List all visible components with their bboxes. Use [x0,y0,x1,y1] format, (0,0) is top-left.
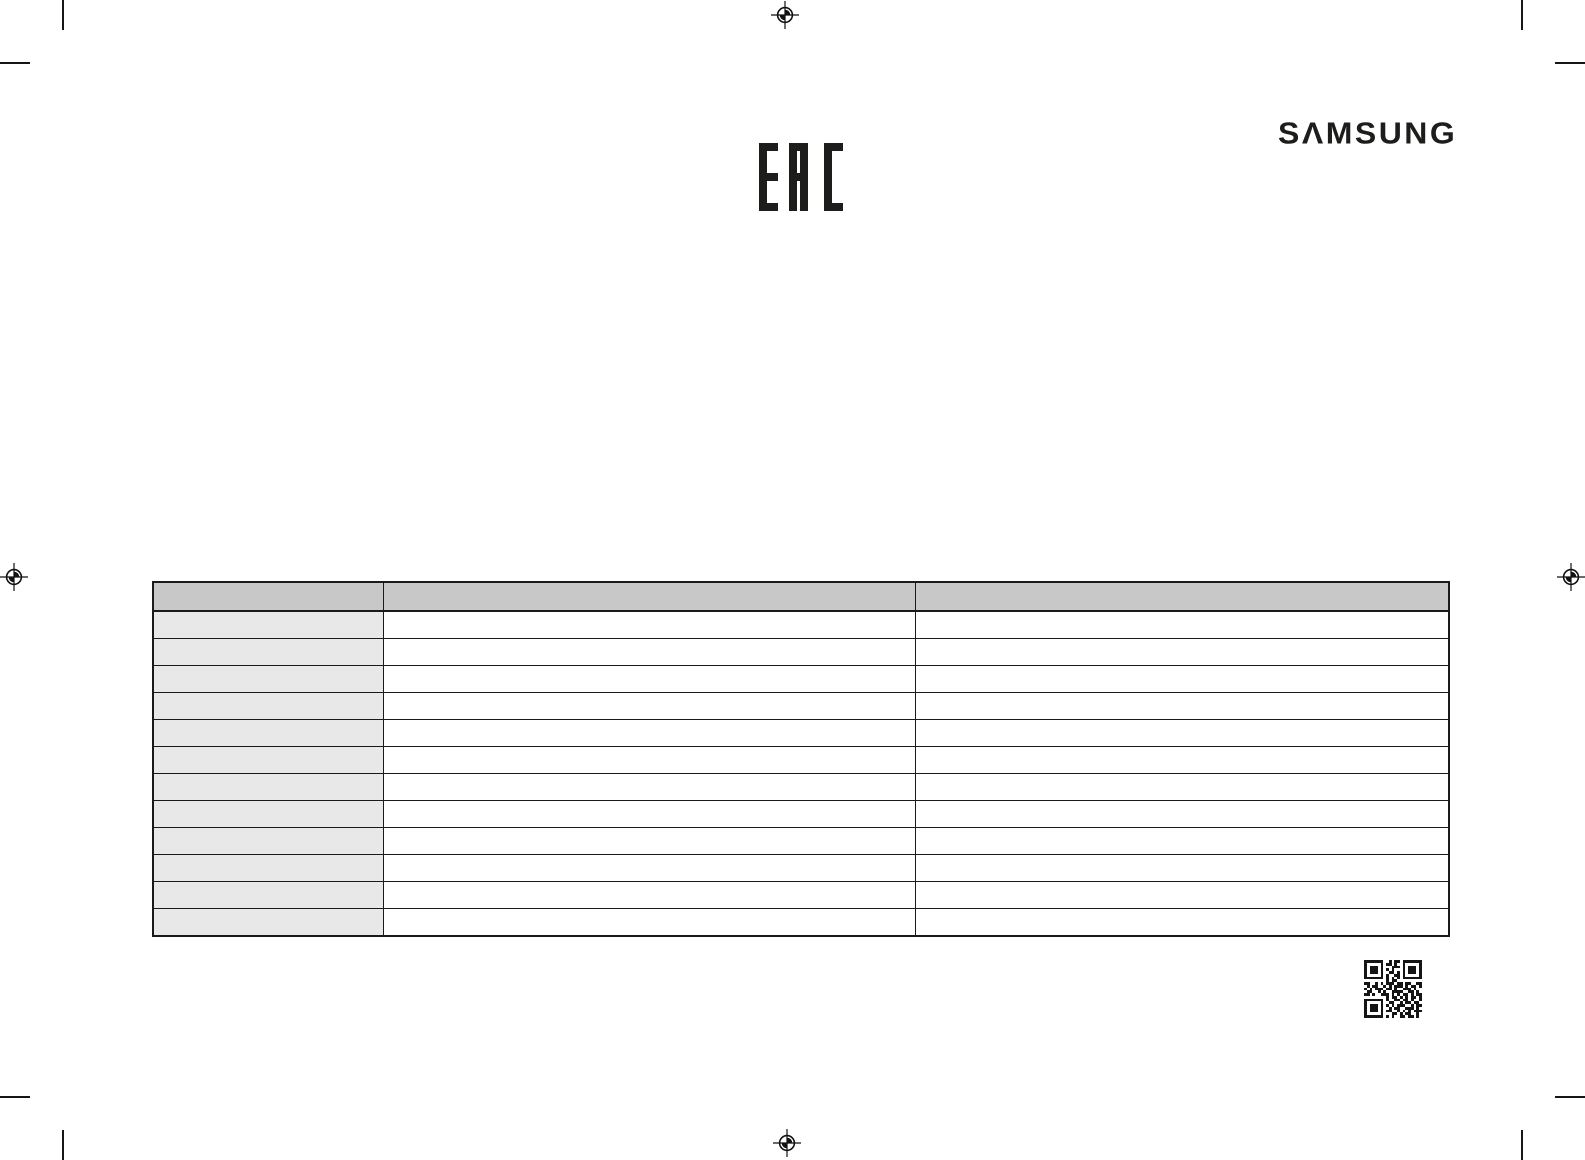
table-header-cell [382,581,916,612]
crop-mark [1555,62,1585,64]
table-cell-label [152,908,384,937]
table-cell-value [914,638,1450,666]
table-cell-value [382,692,916,720]
spec-table [152,581,1450,937]
table-cell-value [914,773,1450,801]
table-cell-value [914,800,1450,828]
table-cell-label [152,827,384,855]
table-cell-value [382,719,916,747]
crop-mark [1521,0,1523,30]
table-row [152,746,1450,774]
eac-logo: EAC [759,143,843,211]
table-cell-value [914,610,1450,639]
table-row [152,610,1450,639]
table-cell-label [152,746,384,774]
table-cell-label [152,881,384,909]
table-header-row [152,581,1450,612]
table-cell-label [152,692,384,720]
table-row [152,719,1450,747]
table-row [152,692,1450,720]
table-row [152,638,1450,666]
table-row [152,800,1450,828]
table-cell-value [382,908,916,937]
table-cell-value [382,665,916,693]
table-cell-value [382,773,916,801]
spec-table-container [152,581,1450,937]
table-cell-value [914,827,1450,855]
table-header-cell [914,581,1450,612]
registration-mark-icon [773,1129,801,1157]
table-cell-label [152,610,384,639]
table-cell-value [382,854,916,882]
table-cell-value [382,827,916,855]
crop-mark [62,1130,64,1160]
table-cell-value [382,881,916,909]
registration-mark-icon [0,563,28,591]
table-cell-value [382,610,916,639]
table-cell-value [914,746,1450,774]
table-row [152,827,1450,855]
crop-mark [0,62,30,64]
table-cell-value [382,638,916,666]
table-cell-value [914,908,1450,937]
spec-table-head [152,581,1450,612]
table-cell-label [152,638,384,666]
crop-mark [62,0,64,30]
eac-logo-glyphs [759,143,843,211]
table-cell-value [382,800,916,828]
table-row [152,665,1450,693]
table-row [152,908,1450,937]
table-cell-label [152,665,384,693]
table-cell-label [152,719,384,747]
table-row [152,854,1450,882]
table-cell-label [152,854,384,882]
table-cell-value [914,719,1450,747]
table-row [152,773,1450,801]
spec-table-body [152,610,1450,937]
table-cell-value [914,665,1450,693]
crop-mark [0,1096,30,1098]
table-cell-value [914,692,1450,720]
registration-mark-icon [1557,563,1585,591]
qr-code-icon [1364,960,1422,1018]
samsung-logo: SΛMSUNG [1278,115,1458,151]
table-cell-value [382,746,916,774]
table-cell-value [914,881,1450,909]
table-row [152,881,1450,909]
crop-mark [1521,1130,1523,1160]
table-cell-label [152,773,384,801]
table-header-cell [152,581,384,612]
table-cell-value [914,854,1450,882]
crop-mark [1555,1096,1585,1098]
registration-mark-icon [771,1,799,29]
table-cell-label [152,800,384,828]
